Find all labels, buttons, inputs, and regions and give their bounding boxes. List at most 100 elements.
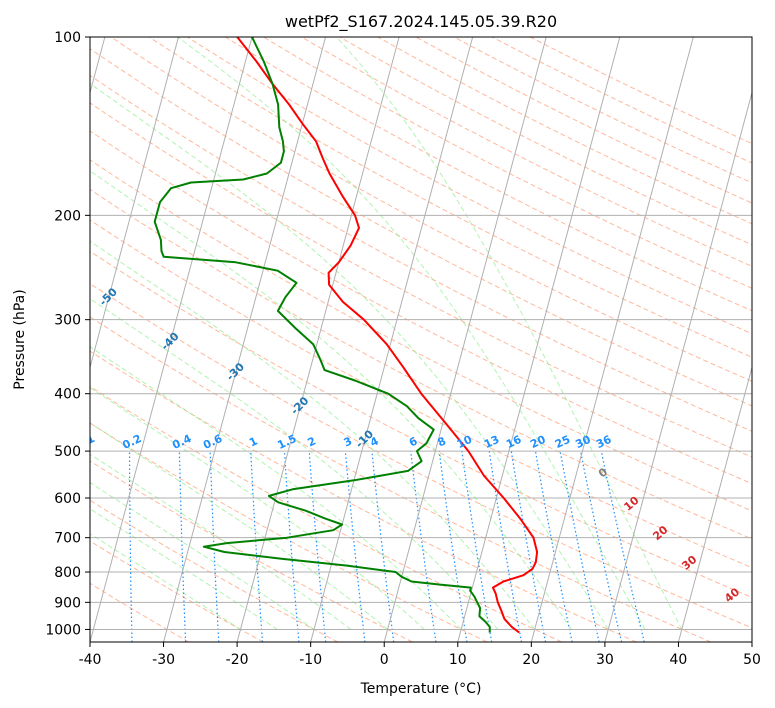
y-tick-label: 200 — [54, 208, 81, 224]
dry-adiabat — [377, 37, 752, 225]
isotherm-gridline — [457, 37, 621, 642]
mixing-ratio-label: 10 — [455, 433, 475, 451]
dry-adiabat — [90, 316, 711, 642]
x-tick-label: -20 — [226, 652, 249, 668]
isotherm-gridline — [236, 37, 400, 642]
moist-adiabat — [90, 481, 315, 630]
mixing-ratio-line — [600, 450, 645, 642]
mixing-ratio-label: 36 — [594, 433, 614, 451]
dry-adiabat — [90, 102, 752, 458]
dry-adiabat — [90, 130, 752, 485]
mixing-ratio-label: 2 — [306, 434, 318, 449]
moist-adiabat-label: 10 — [622, 494, 642, 514]
y-tick-label: 600 — [54, 491, 81, 507]
mixing-ratio-line — [410, 451, 437, 642]
moist-adiabat — [177, 37, 646, 630]
dry-adiabat — [225, 37, 752, 312]
moist-adiabat — [90, 298, 499, 630]
mixing-ratio-line — [580, 450, 623, 642]
mixing-ratio-label: 30 — [573, 433, 593, 451]
mixing-ratio-line — [461, 451, 493, 642]
mixing-ratio-label: 8 — [436, 434, 448, 449]
moist-adiabat — [90, 422, 388, 630]
mixing-ratio-label: 1.5 — [275, 432, 298, 452]
dry-adiabat — [90, 460, 413, 642]
dry-adiabat — [453, 37, 752, 184]
mixing-ratio-line — [344, 451, 366, 642]
dry-adiabat — [187, 37, 752, 335]
dry-adiabat — [110, 37, 752, 382]
dry-adiabat — [263, 37, 752, 289]
mixing-ratio-line — [488, 451, 523, 642]
mixing-ratio-line — [438, 451, 468, 642]
moist-adiabat-label: 20 — [650, 523, 670, 543]
dry-adiabat — [529, 37, 752, 145]
dry-adiabat — [90, 48, 752, 407]
moist-adiabat-label: 30 — [679, 553, 699, 573]
isotherm-gridline — [677, 365, 752, 642]
mixing-ratio-line — [82, 451, 83, 642]
moist-adiabat — [90, 82, 609, 630]
x-tick-label: 0 — [380, 652, 389, 668]
y-tick-label: 100 — [54, 30, 81, 46]
isotherm-gridline — [383, 37, 547, 642]
mixing-ratio-label: 0.2 — [120, 432, 143, 452]
dry-adiabat — [90, 582, 189, 642]
temperature-profile — [236, 37, 539, 634]
mixing-ratio-line — [371, 451, 395, 642]
mixing-ratio-line — [308, 451, 327, 642]
mixing-ratio-line — [534, 451, 573, 642]
dry-adiabat — [90, 159, 752, 512]
dry-adiabat — [491, 37, 752, 164]
x-tick-label: 40 — [669, 652, 687, 668]
moist-adiabat — [90, 240, 536, 630]
mixing-ratio-label: 0.1 — [74, 432, 97, 452]
y-axis-title: Pressure (hPa) — [12, 289, 28, 389]
x-tick-label: 30 — [596, 652, 614, 668]
isotherm-label: -40 — [158, 330, 181, 353]
isotherm-label: -50 — [97, 285, 120, 308]
isotherm-gridline — [90, 37, 179, 370]
dry-adiabat — [415, 37, 752, 204]
isotherm-label: -60 — [35, 242, 58, 265]
moist-adiabat — [90, 346, 462, 630]
moist-adiabat — [90, 508, 278, 630]
mixing-ratio-label: 0.6 — [201, 432, 224, 452]
mixing-ratio-label: 25 — [553, 433, 572, 451]
x-tick-label: 10 — [449, 652, 467, 668]
isotherm-gridline — [163, 37, 327, 642]
moist-adiabat — [90, 170, 572, 630]
dry-adiabat — [90, 282, 752, 629]
mixing-ratio-label: 20 — [528, 433, 548, 451]
x-tick-label: -40 — [79, 652, 102, 668]
mixing-ratio-line — [250, 451, 264, 642]
dry-adiabat — [90, 385, 562, 642]
dewpoint-profile — [153, 37, 491, 633]
dry-adiabat — [90, 188, 752, 540]
y-tick-label: 1000 — [45, 622, 81, 638]
y-tick-label: 900 — [54, 595, 81, 611]
isotherm-gridline — [530, 37, 694, 642]
plot-frame — [89, 36, 753, 643]
moist-adiabat-label: 0 — [596, 465, 610, 480]
isotherm-gridline — [751, 640, 752, 642]
mixing-ratio-label: 13 — [482, 433, 501, 451]
y-tick-label: 300 — [54, 313, 81, 329]
dry-adiabat — [339, 37, 752, 246]
mixing-ratio-label: 0.4 — [170, 432, 193, 452]
chart-title: wetPf2_S167.2024.145.05.39.R20 — [285, 12, 557, 32]
moist-adiabat — [90, 533, 241, 630]
dry-adiabat — [90, 74, 752, 432]
dry-adiabat — [90, 422, 488, 642]
x-tick-label: 50 — [743, 652, 761, 668]
mixing-ratio-label: 16 — [504, 433, 524, 451]
x-tick-label: 20 — [522, 652, 540, 668]
isotherm-label: -30 — [224, 360, 247, 383]
dry-adiabat — [148, 37, 752, 358]
mixing-ratio-label: 6 — [407, 434, 420, 449]
isotherm-gridline — [604, 90, 752, 642]
mixing-ratio-label: 4 — [368, 434, 381, 449]
y-tick-label: 700 — [54, 531, 81, 547]
